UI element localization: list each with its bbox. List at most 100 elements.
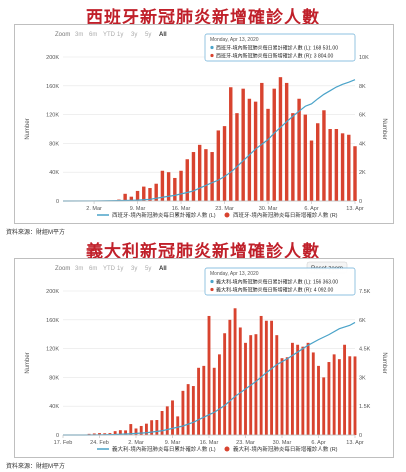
bar-daily-new-cases[interactable] <box>284 82 289 201</box>
zoom-option-all[interactable]: All <box>159 266 167 272</box>
bar-daily-new-cases[interactable] <box>296 344 300 435</box>
bar-daily-new-cases[interactable] <box>173 177 177 201</box>
bar-daily-new-cases[interactable] <box>285 357 289 435</box>
bar-daily-new-cases[interactable] <box>278 77 283 201</box>
zoom-option-ytd[interactable]: YTD <box>103 32 116 38</box>
chart-panel-spain[interactable]: Zoom 3m 6m YTD 1y 3y 5y All 0 40K 80K 120K 160K 200K 0… <box>14 24 394 224</box>
bar-daily-new-cases[interactable] <box>328 129 332 201</box>
bar-daily-new-cases[interactable] <box>185 159 189 201</box>
bar-daily-new-cases[interactable] <box>113 431 117 435</box>
bar-daily-new-cases[interactable] <box>347 134 351 201</box>
zoom-option-3m[interactable]: 3m <box>75 32 83 38</box>
bar-daily-new-cases[interactable] <box>247 98 252 201</box>
bar-daily-new-cases[interactable] <box>275 335 279 435</box>
bar-daily-new-cases[interactable] <box>340 133 345 201</box>
bar-daily-new-cases[interactable] <box>124 430 128 435</box>
bar-daily-new-cases[interactable] <box>148 188 152 201</box>
spain-chart-svg[interactable]: Zoom 3m 6m YTD 1y 3y 5y All 0 40K 80K 120K 160K 200K 0… <box>15 25 393 223</box>
bar-daily-new-cases[interactable] <box>142 186 146 201</box>
bar-daily-new-cases[interactable] <box>217 354 221 435</box>
bar-daily-new-cases[interactable] <box>92 433 96 435</box>
bar-daily-new-cases[interactable] <box>197 144 202 201</box>
bar-daily-new-cases[interactable] <box>303 114 308 201</box>
bar-daily-new-cases[interactable] <box>144 423 148 435</box>
bar-daily-new-cases[interactable] <box>280 358 284 435</box>
bar-daily-new-cases[interactable] <box>353 356 357 435</box>
bar-daily-new-cases[interactable] <box>348 356 352 435</box>
bar-daily-new-cases[interactable] <box>216 130 221 201</box>
zoom-option-6m[interactable]: 6m <box>89 32 97 38</box>
legend-label-cumulative[interactable]: 義大利-境內新冠肺炎每日累計確診人數 (L) <box>112 445 216 453</box>
bar-daily-new-cases[interactable] <box>129 196 134 201</box>
bar-daily-new-cases[interactable] <box>228 319 232 435</box>
zoom-option-6m[interactable]: 6m <box>89 266 97 272</box>
zoom-option-3m[interactable]: 3m <box>75 266 83 272</box>
bar-daily-new-cases[interactable] <box>301 346 305 435</box>
bar-daily-new-cases[interactable] <box>343 344 347 435</box>
bar-daily-new-cases[interactable] <box>229 87 233 201</box>
bar-daily-new-cases[interactable] <box>166 172 171 201</box>
bar-daily-new-cases[interactable] <box>290 342 294 435</box>
bar-daily-new-cases[interactable] <box>176 416 180 435</box>
bar-daily-new-cases[interactable] <box>103 433 107 435</box>
bar-daily-new-cases[interactable] <box>266 108 270 201</box>
bar-daily-new-cases[interactable] <box>254 334 258 435</box>
bar-daily-new-cases[interactable] <box>202 365 206 435</box>
bar-daily-new-cases[interactable] <box>98 433 101 435</box>
zoom-option-1y[interactable]: 1y <box>117 32 123 38</box>
bar-daily-new-cases[interactable] <box>207 315 211 435</box>
line-cumulative-cases[interactable] <box>63 321 356 436</box>
bar-daily-new-cases[interactable] <box>270 320 274 435</box>
bar-daily-new-cases[interactable] <box>171 400 174 435</box>
bar-daily-new-cases[interactable] <box>155 420 159 435</box>
bar-daily-new-cases[interactable] <box>134 428 138 435</box>
bar-daily-new-cases[interactable] <box>160 170 165 201</box>
legend-label-daily[interactable]: 西班牙-境內新冠肺炎每日新增確診人數 (R) <box>233 211 338 219</box>
bar-daily-new-cases[interactable] <box>179 170 183 201</box>
zoom-option-3y[interactable]: 3y <box>131 32 137 38</box>
bar-daily-new-cases[interactable] <box>353 146 357 201</box>
bar-daily-new-cases[interactable] <box>235 113 239 201</box>
bar-daily-new-cases[interactable] <box>210 152 214 201</box>
bar-daily-new-cases[interactable] <box>118 430 122 435</box>
bar-daily-new-cases[interactable] <box>317 365 320 435</box>
bar-daily-new-cases[interactable] <box>222 126 227 201</box>
bar-daily-new-cases[interactable] <box>186 384 190 435</box>
bar-daily-new-cases[interactable] <box>241 88 245 201</box>
zoom-option-5y[interactable]: 5y <box>145 266 151 272</box>
bar-daily-new-cases[interactable] <box>212 367 216 435</box>
bar-daily-new-cases[interactable] <box>322 377 326 435</box>
bar-daily-new-cases[interactable] <box>204 149 208 201</box>
zoom-option-all[interactable]: All <box>159 32 167 38</box>
line-cumulative-cases[interactable] <box>62 79 356 202</box>
bar-daily-new-cases[interactable] <box>259 315 263 435</box>
zoom-option-3y[interactable]: 3y <box>131 266 137 272</box>
bar-daily-new-cases[interactable] <box>135 190 140 201</box>
bar-daily-new-cases[interactable] <box>311 352 315 435</box>
bar-daily-new-cases[interactable] <box>223 333 227 435</box>
bar-daily-new-cases[interactable] <box>260 82 264 201</box>
bar-daily-new-cases[interactable] <box>337 359 341 435</box>
bar-daily-new-cases[interactable] <box>233 308 237 435</box>
bar-daily-new-cases[interactable] <box>253 101 258 201</box>
bar-daily-new-cases[interactable] <box>334 129 339 201</box>
bar-daily-new-cases[interactable] <box>272 88 276 201</box>
bar-daily-new-cases[interactable] <box>264 320 268 435</box>
bar-daily-new-cases[interactable] <box>297 98 301 201</box>
italy-chart-svg[interactable]: Zoom3m6mYTD1y3y5yAllReset zoom040K80K120… <box>15 259 393 457</box>
bar-daily-new-cases[interactable] <box>197 367 201 435</box>
bar-daily-new-cases[interactable] <box>238 327 242 435</box>
bar-daily-new-cases[interactable] <box>165 406 169 435</box>
bar-daily-new-cases[interactable] <box>154 183 158 201</box>
bar-daily-new-cases[interactable] <box>291 113 295 201</box>
bar-daily-new-cases[interactable] <box>160 411 164 435</box>
bar-daily-new-cases[interactable] <box>327 362 331 435</box>
zoom-option-ytd[interactable]: YTD <box>103 266 116 272</box>
legend-label-cumulative[interactable]: 西班牙-境內新冠肺炎每日累計確診人數 (L) <box>112 211 216 219</box>
bar-daily-new-cases[interactable] <box>332 354 336 435</box>
zoom-option-5y[interactable]: 5y <box>145 32 151 38</box>
bar-daily-new-cases[interactable] <box>306 342 310 435</box>
bar-daily-new-cases[interactable] <box>150 420 154 435</box>
legend-label-daily[interactable]: 義大利-境內新冠肺炎每日新增確診人數 (R) <box>233 445 338 453</box>
bar-daily-new-cases[interactable] <box>191 386 195 435</box>
